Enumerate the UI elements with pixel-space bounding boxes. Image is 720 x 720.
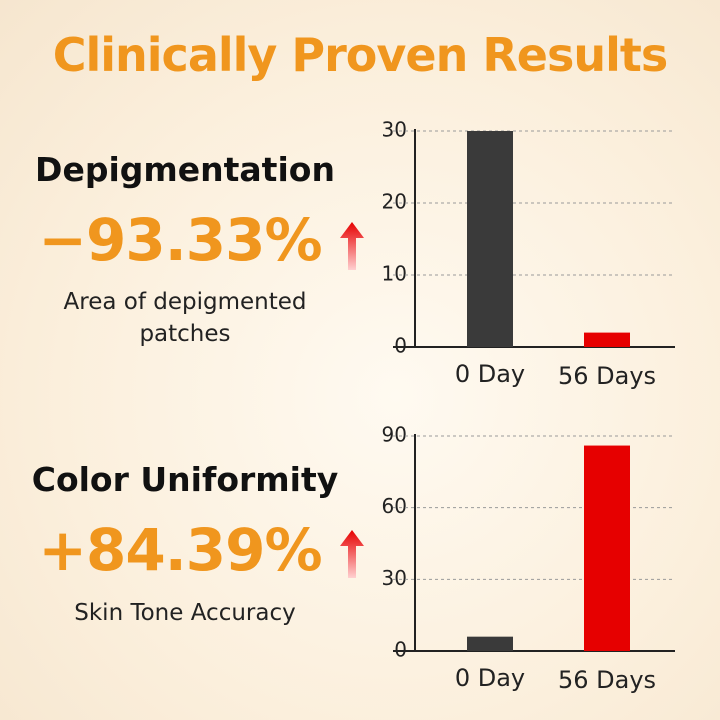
stat: +84.39% (38, 516, 322, 584)
y-tick-label: 10 (382, 262, 407, 286)
bar (584, 332, 630, 347)
x-tick-label: 0 Day (455, 664, 525, 692)
heading: Depigmentation (35, 150, 335, 189)
caption: Skin Tone Accuracy (74, 600, 296, 626)
y-tick-label: 20 (382, 190, 407, 214)
x-tick-label: 56 Days (558, 362, 656, 390)
page-title: Clinically Proven Results (52, 28, 669, 82)
up-arrow (340, 530, 364, 578)
y-tick-label: 30 (382, 566, 407, 590)
y-tick-label: 90 (382, 423, 407, 447)
x-tick-label: 0 Day (455, 360, 525, 388)
bar (467, 636, 513, 651)
up-arrow (340, 222, 364, 270)
y-tick-label: 0 (394, 334, 407, 358)
heading: Color Uniformity (31, 460, 339, 499)
y-tick-label: 0 (394, 638, 407, 662)
stat: −93.33% (38, 206, 322, 274)
bar (584, 445, 630, 651)
bar (467, 131, 513, 347)
y-tick-label: 30 (382, 118, 407, 142)
y-tick-label: 60 (382, 494, 407, 518)
caption: Area of depigmented patches (63, 289, 307, 347)
x-tick-label: 56 Days (558, 666, 656, 694)
